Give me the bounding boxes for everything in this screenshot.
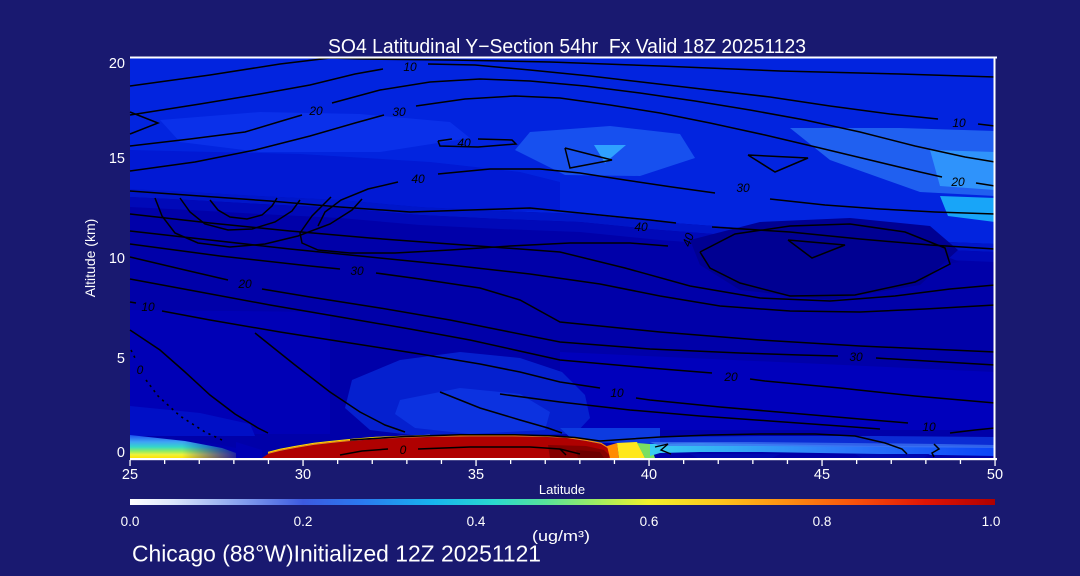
svg-text:45: 45	[814, 467, 830, 483]
svg-text:1.0: 1.0	[982, 514, 1001, 529]
svg-text:(ug/m³): (ug/m³)	[532, 529, 590, 545]
svg-text:20: 20	[109, 56, 125, 72]
svg-text:40: 40	[457, 136, 471, 150]
svg-text:0.6: 0.6	[640, 514, 659, 529]
svg-text:30: 30	[350, 264, 364, 278]
svg-text:0.0: 0.0	[121, 514, 140, 529]
svg-text:20: 20	[308, 104, 323, 118]
svg-text:Latitude: Latitude	[539, 482, 585, 497]
svg-text:0.8: 0.8	[813, 514, 832, 529]
svg-text:SO4 Latitudinal Y−Section 54hr: SO4 Latitudinal Y−Section 54hr Fx Valid …	[328, 36, 806, 58]
svg-text:Altitude (km): Altitude (km)	[82, 219, 98, 298]
svg-text:10: 10	[403, 60, 417, 74]
svg-text:0.2: 0.2	[294, 514, 313, 529]
svg-text:10: 10	[141, 300, 155, 314]
svg-text:10: 10	[610, 386, 624, 400]
svg-text:40: 40	[641, 467, 657, 483]
svg-text:Chicago (88°W)Initialized 12Z: Chicago (88°W)Initialized 12Z 20251121	[132, 541, 541, 567]
svg-text:30: 30	[849, 350, 863, 364]
svg-text:0: 0	[117, 445, 125, 461]
svg-text:10: 10	[922, 420, 936, 434]
svg-text:40: 40	[679, 231, 697, 248]
svg-text:25: 25	[122, 467, 138, 483]
svg-text:40: 40	[411, 172, 425, 186]
svg-text:10: 10	[109, 251, 125, 267]
svg-text:20: 20	[723, 370, 738, 384]
svg-text:50: 50	[987, 467, 1003, 483]
svg-text:0.4: 0.4	[467, 514, 486, 529]
svg-text:0: 0	[400, 443, 407, 457]
svg-text:30: 30	[736, 181, 750, 195]
svg-text:40: 40	[634, 220, 648, 234]
svg-text:30: 30	[295, 467, 311, 483]
svg-text:35: 35	[468, 467, 484, 483]
svg-text:0: 0	[137, 363, 144, 377]
svg-text:20: 20	[950, 175, 965, 189]
svg-text:5: 5	[117, 351, 125, 367]
svg-text:15: 15	[109, 151, 125, 167]
svg-text:10: 10	[952, 116, 966, 130]
svg-text:30: 30	[392, 105, 406, 119]
svg-text:20: 20	[237, 277, 252, 291]
